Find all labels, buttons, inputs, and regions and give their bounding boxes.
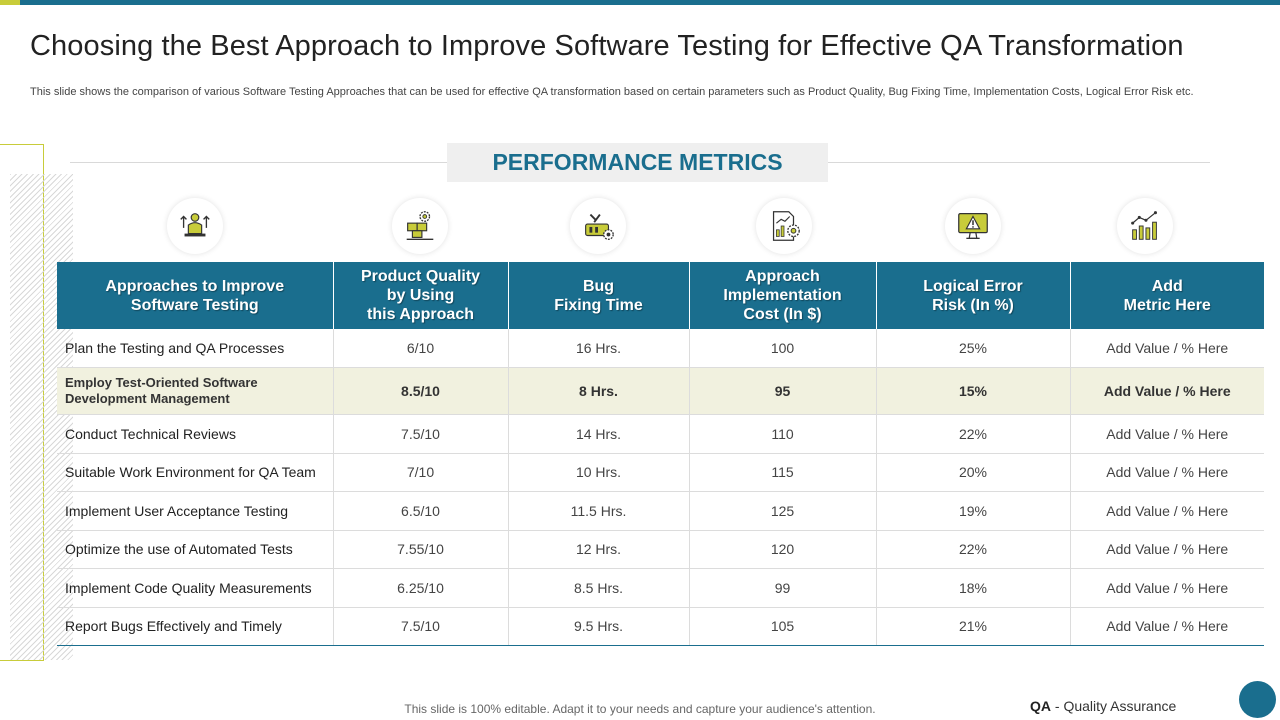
- cell-cost: 105: [689, 607, 877, 646]
- cell-cost: 100: [689, 329, 877, 368]
- cell-bug-time: 9.5 Hrs.: [508, 607, 690, 646]
- cell-approach: Implement User Acceptance Testing: [57, 491, 334, 531]
- slide-subtitle: This slide shows the comparison of vario…: [30, 86, 1194, 98]
- cell-approach: Conduct Technical Reviews: [57, 414, 334, 454]
- header-line: this Approach: [367, 306, 474, 323]
- slide-title: Choosing the Best Approach to Improve So…: [30, 30, 1184, 62]
- footer-decor-circle: [1239, 681, 1276, 718]
- cell-extra: Add Value / % Here: [1070, 414, 1264, 454]
- header-line: Cost (In $): [743, 306, 822, 323]
- header-line: Approaches to Improve: [105, 277, 285, 295]
- cell-extra: Add Value / % Here: [1070, 329, 1264, 368]
- header-line: Risk (In %): [932, 296, 1014, 314]
- header-line: Bug: [582, 277, 615, 295]
- cell-cost: 115: [689, 453, 877, 492]
- cell-bug-time: 16 Hrs.: [508, 329, 690, 368]
- footer-abbr-desc: - Quality Assurance: [1054, 698, 1177, 714]
- header-line: Product Quality: [360, 268, 481, 285]
- header-bug-fixing-time: Bug Fixing Time: [508, 262, 690, 329]
- footer-abbreviation: QA - Quality Assurance: [1030, 698, 1176, 714]
- cell-cost: 95: [689, 367, 877, 415]
- cell-extra: Add Value / % Here: [1070, 607, 1264, 646]
- header-line: Implementation: [723, 287, 842, 304]
- cell-quality: 8.5/10: [333, 367, 509, 415]
- cell-bug-time: 11.5 Hrs.: [508, 491, 690, 531]
- cell-cost: 110: [689, 414, 877, 454]
- footer-abbr: QA: [1030, 698, 1051, 714]
- cell-quality: 7/10: [333, 453, 509, 492]
- cell-approach: Optimize the use of Automated Tests: [57, 530, 334, 569]
- table-row: Suitable Work Environment for QA Team 7/…: [57, 453, 1264, 492]
- cell-risk: 18%: [876, 568, 1071, 608]
- header-implementation-cost: Approach Implementation Cost (In $): [689, 262, 877, 329]
- cell-extra: Add Value / % Here: [1070, 568, 1264, 608]
- document-chart-gear-icon: [756, 198, 812, 254]
- cell-risk: 25%: [876, 329, 1071, 368]
- cell-risk: 15%: [876, 367, 1071, 415]
- header-line: Logical Error: [923, 277, 1023, 295]
- cell-approach: Plan the Testing and QA Processes: [57, 329, 334, 368]
- cell-approach: Suitable Work Environment for QA Team: [57, 453, 334, 492]
- cell-approach: Implement Code Quality Measurements: [57, 568, 334, 608]
- cell-extra: Add Value / % Here: [1070, 453, 1264, 492]
- cell-quality: 7.55/10: [333, 530, 509, 569]
- cell-risk: 19%: [876, 491, 1071, 531]
- cell-bug-time: 10 Hrs.: [508, 453, 690, 492]
- cell-risk: 22%: [876, 530, 1071, 569]
- cell-quality: 6.25/10: [333, 568, 509, 608]
- cell-extra: Add Value / % Here: [1070, 491, 1264, 531]
- table-row: Optimize the use of Automated Tests 7.55…: [57, 530, 1264, 569]
- header-line: Software Testing: [130, 296, 259, 314]
- table-row: Conduct Technical Reviews 7.5/10 14 Hrs.…: [57, 414, 1264, 454]
- table-row: Implement Code Quality Measurements 6.25…: [57, 568, 1264, 608]
- cell-bug-time: 8.5 Hrs.: [508, 568, 690, 608]
- cell-extra: Add Value / % Here: [1070, 530, 1264, 569]
- cell-risk: 21%: [876, 607, 1071, 646]
- header-line: Metric Here: [1123, 296, 1211, 314]
- metrics-table: Approaches to Improve Software Testing P…: [57, 262, 1264, 646]
- tools-gear-icon: [570, 198, 626, 254]
- boxes-gear-icon: [392, 198, 448, 254]
- cell-extra: Add Value / % Here: [1070, 367, 1264, 415]
- header-add-metric: Add Metric Here: [1070, 262, 1264, 329]
- section-label: PERFORMANCE METRICS: [447, 143, 828, 182]
- cell-quality: 7.5/10: [333, 414, 509, 454]
- cell-cost: 125: [689, 491, 877, 531]
- cell-quality: 6/10: [333, 329, 509, 368]
- cell-approach: Report Bugs Effectively and Timely: [57, 607, 334, 646]
- cell-risk: 20%: [876, 453, 1071, 492]
- header-approach: Approaches to Improve Software Testing: [57, 262, 334, 329]
- cell-quality: 6.5/10: [333, 491, 509, 531]
- table-row: Plan the Testing and QA Processes 6/10 1…: [57, 329, 1264, 368]
- cell-approach: Employ Test-Oriented Software Developmen…: [57, 367, 334, 415]
- footer-note: This slide is 100% editable. Adapt it to…: [404, 702, 876, 716]
- header-logical-error-risk: Logical Error Risk (In %): [876, 262, 1071, 329]
- cell-bug-time: 14 Hrs.: [508, 414, 690, 454]
- header-line: Add: [1151, 277, 1183, 295]
- table-row-highlighted: Employ Test-Oriented Software Developmen…: [57, 367, 1264, 415]
- cell-bug-time: 12 Hrs.: [508, 530, 690, 569]
- cell-cost: 99: [689, 568, 877, 608]
- cell-quality: 7.5/10: [333, 607, 509, 646]
- monitor-warning-icon: [945, 198, 1001, 254]
- table-row: Implement User Acceptance Testing 6.5/10…: [57, 491, 1264, 531]
- header-line: by Using: [386, 287, 455, 304]
- bar-growth-chart-icon: [1117, 198, 1173, 254]
- top-accent-bar: [0, 0, 1280, 5]
- cell-cost: 120: [689, 530, 877, 569]
- top-accent-mark: [0, 0, 20, 5]
- person-growth-icon: [167, 198, 223, 254]
- header-product-quality: Product Quality by Using this Approach: [333, 262, 509, 329]
- header-line: Fixing Time: [554, 296, 643, 314]
- table-row: Report Bugs Effectively and Timely 7.5/1…: [57, 607, 1264, 646]
- cell-bug-time: 8 Hrs.: [508, 367, 690, 415]
- cell-risk: 22%: [876, 414, 1071, 454]
- metrics-table-container: Approaches to Improve Software Testing P…: [57, 262, 1264, 646]
- header-line: Approach: [745, 268, 820, 285]
